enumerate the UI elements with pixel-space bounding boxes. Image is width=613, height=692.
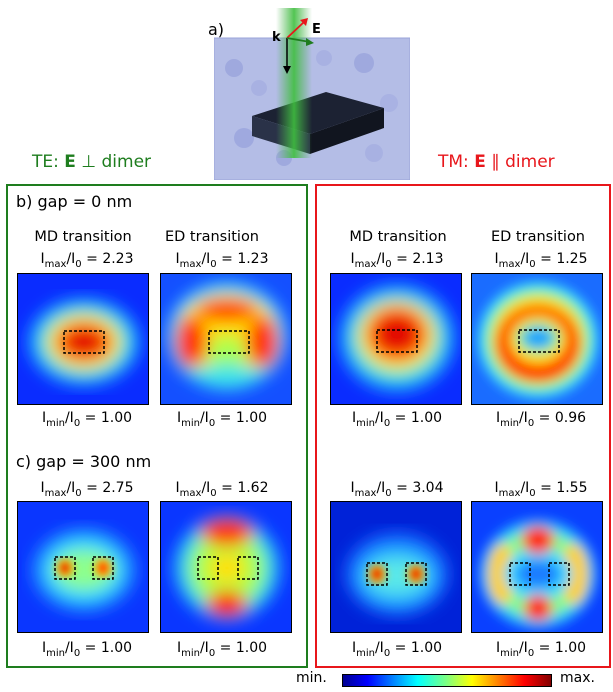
value: 1.00 xyxy=(410,640,443,656)
field-map-c-te-md xyxy=(17,501,149,633)
value: 1.00 xyxy=(235,410,268,426)
tm-header: TM: E ∥ dimer xyxy=(438,152,555,172)
ratio-max-b-te-md: Imax/I0 = 2.23 xyxy=(40,251,134,270)
e-vector-label: E xyxy=(312,22,321,37)
value: 1.00 xyxy=(100,410,133,426)
value: 1.62 xyxy=(237,480,269,496)
value: 1.25 xyxy=(556,251,588,267)
row-c-label: c) gap = 300 nm xyxy=(16,452,152,471)
te-frame xyxy=(6,184,308,668)
ratio-max-c-tm-ed: Imax/I0 = 1.55 xyxy=(494,480,588,499)
te-suffix: ⊥ dimer xyxy=(75,152,152,172)
ratio-min-b-te-ed: Imin/I0 = 1.00 xyxy=(176,410,268,429)
k-vector-label: k xyxy=(272,30,281,45)
ratio-max-b-tm-ed: Imax/I0 = 1.25 xyxy=(494,251,588,270)
tm-prefix: TM: xyxy=(438,152,475,172)
value: 1.00 xyxy=(235,640,268,656)
field-map-c-te-ed xyxy=(160,501,292,633)
ratio-min-b-tm-md: Imin/I0 = 1.00 xyxy=(351,410,443,429)
panel-a-label: a) xyxy=(208,20,225,39)
colorbar xyxy=(342,672,552,687)
ratio-min-c-te-md: Imin/I0 = 1.00 xyxy=(41,640,133,659)
ratio-min-b-tm-ed: Imin/I0 = 0.96 xyxy=(495,410,587,429)
tm-suffix: ∥ dimer xyxy=(485,152,555,172)
ratio-min-c-te-ed: Imin/I0 = 1.00 xyxy=(176,640,268,659)
ratio-min-c-tm-ed: Imin/I0 = 1.00 xyxy=(495,640,587,659)
value: 1.00 xyxy=(100,640,133,656)
field-map-b-te-md xyxy=(17,273,149,405)
tm-bold-e: E xyxy=(474,152,486,172)
col-title-tm-md: MD transition xyxy=(349,229,447,245)
schematic-illustration xyxy=(213,8,411,181)
ratio-min-c-tm-md: Imin/I0 = 1.00 xyxy=(351,640,443,659)
light-beam xyxy=(276,8,312,158)
value: 1.55 xyxy=(556,480,588,496)
te-header: TE: E ⊥ dimer xyxy=(32,152,151,172)
ratio-max-b-tm-md: Imax/I0 = 2.13 xyxy=(350,251,444,270)
field-map-c-tm-ed xyxy=(471,501,603,633)
te-bold-e: E xyxy=(64,152,76,172)
value: 0.96 xyxy=(554,410,587,426)
field-map-b-tm-ed xyxy=(471,273,603,405)
value: 1.00 xyxy=(410,410,443,426)
col-title-te-md: MD transition xyxy=(34,229,132,245)
field-map-b-te-ed xyxy=(160,273,292,405)
col-title-tm-ed: ED transition xyxy=(490,229,586,245)
value: 3.04 xyxy=(412,480,444,496)
te-prefix: TE: xyxy=(32,152,65,172)
value: 2.23 xyxy=(102,251,134,267)
ratio-max-c-te-md: Imax/I0 = 2.75 xyxy=(40,480,134,499)
row-b-label: b) gap = 0 nm xyxy=(16,192,133,211)
ratio-min-b-te-md: Imin/I0 = 1.00 xyxy=(41,410,133,429)
colorbar-max-label: max. xyxy=(560,670,595,686)
colorbar-min-label: min. xyxy=(296,670,327,686)
value: 1.23 xyxy=(237,251,269,267)
value: 2.75 xyxy=(102,480,134,496)
value: 2.13 xyxy=(412,251,444,267)
col-title-te-ed: ED transition xyxy=(164,229,260,245)
field-map-b-tm-md xyxy=(330,273,462,405)
value: 1.00 xyxy=(554,640,587,656)
ratio-max-c-tm-md: Imax/I0 = 3.04 xyxy=(350,480,444,499)
particle-texture xyxy=(225,50,398,166)
ratio-max-c-te-ed: Imax/I0 = 1.62 xyxy=(175,480,269,499)
tm-frame xyxy=(315,184,611,668)
ratio-max-b-te-ed: Imax/I0 = 1.23 xyxy=(175,251,269,270)
field-map-c-tm-md xyxy=(330,501,462,633)
